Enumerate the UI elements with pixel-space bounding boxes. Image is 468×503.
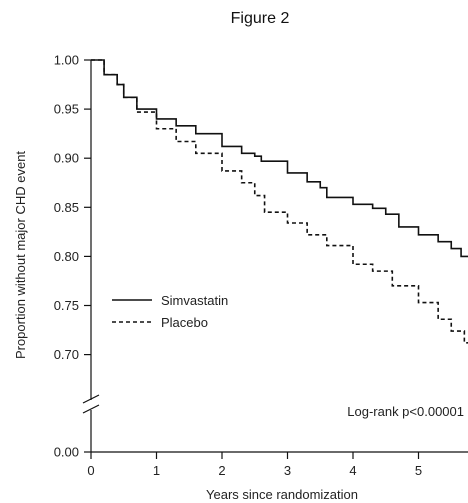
y-tick-label: 0.75 xyxy=(54,298,79,313)
y-axis-title: Proportion without major CHD event xyxy=(13,151,28,359)
y-tick-label: 0.00 xyxy=(54,445,79,460)
y-tick-label: 0.85 xyxy=(54,200,79,215)
y-axis-break-mark xyxy=(82,404,100,414)
x-tick-label: 5 xyxy=(415,463,422,478)
y-axis-break-mark xyxy=(82,394,100,404)
series-line-simvastatin xyxy=(91,59,468,258)
chart-title: Figure 2 xyxy=(231,10,290,27)
legend-label-placebo: Placebo xyxy=(161,315,208,330)
log-rank-annotation: Log-rank p<0.00001 xyxy=(347,404,464,419)
axes: 1.00 0.95 0.90 0.85 0.80 0.75 0.70 0.00 0 1 2 3 4 5 xyxy=(54,53,468,478)
series-line-placebo xyxy=(91,59,468,344)
y-tick-label: 0.70 xyxy=(54,347,79,362)
y-tick-label: 0.95 xyxy=(54,102,79,117)
series-layer xyxy=(91,59,468,344)
legend: Simvastatin Placebo xyxy=(112,293,228,330)
x-tick-label: 1 xyxy=(153,463,160,478)
x-tick-label: 2 xyxy=(218,463,225,478)
y-tick-label: 1.00 xyxy=(54,53,79,68)
x-tick-label: 4 xyxy=(349,463,356,478)
x-tick-label: 0 xyxy=(87,463,94,478)
x-tick-label: 3 xyxy=(284,463,291,478)
y-tick-label: 0.90 xyxy=(54,151,79,166)
y-tick-label: 0.80 xyxy=(54,249,79,264)
legend-label-simvastatin: Simvastatin xyxy=(161,293,228,308)
x-axis-title: Years since randomization xyxy=(206,487,358,502)
